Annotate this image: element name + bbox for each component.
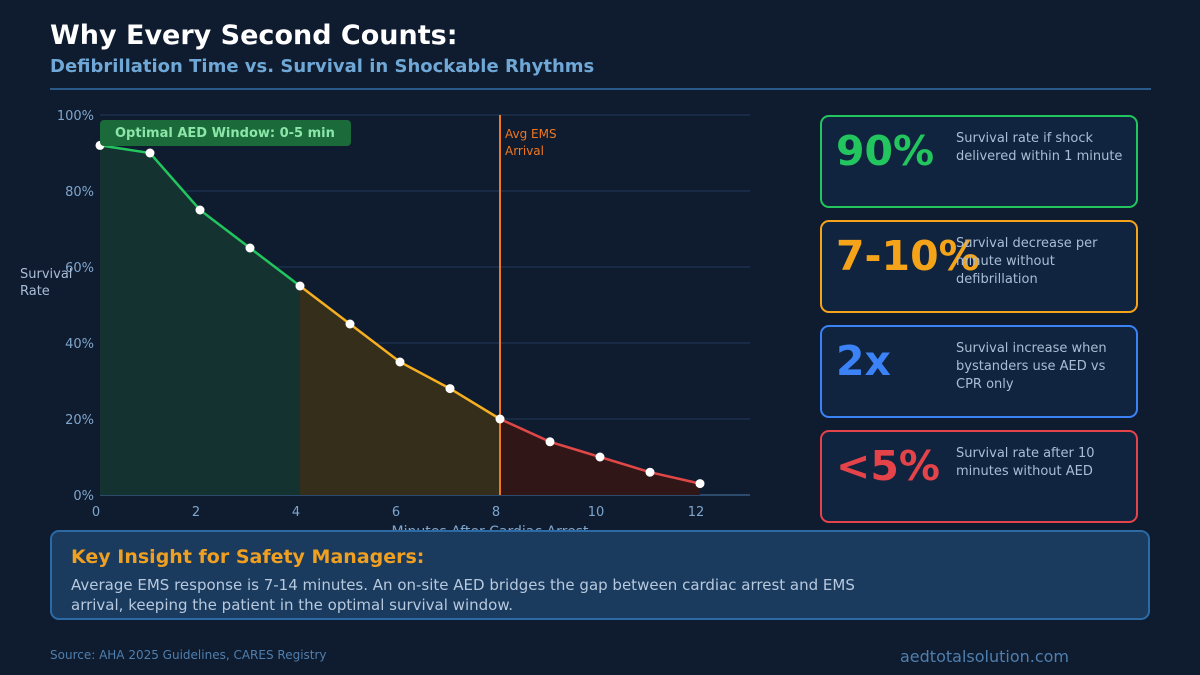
source-note: Source: AHA 2025 Guidelines, CARES Regis… (50, 648, 327, 662)
data-point (595, 452, 605, 462)
stat-value: 2x (836, 337, 891, 385)
y-tick-label: 80% (65, 185, 94, 200)
zone-fill (100, 145, 300, 495)
stat-desc: Survival rate if shock delivered within … (956, 131, 1123, 164)
y-tick-label: 40% (65, 337, 94, 352)
ems-label: Avg EMS (505, 127, 557, 141)
data-point (445, 384, 455, 394)
data-point (495, 414, 505, 424)
x-tick-label: 6 (392, 505, 400, 520)
y-tick-label: 100% (57, 109, 94, 124)
y-axis-label: Survival (20, 267, 72, 282)
stat-value: <5% (836, 442, 940, 490)
stat-desc: Survival rate after 10 minutes without A… (956, 446, 1095, 479)
data-point (345, 319, 355, 329)
x-tick-label: 2 (192, 505, 200, 520)
y-tick-label: 60% (65, 261, 94, 276)
data-point (695, 479, 705, 489)
insight-body: Average EMS response is 7-14 minutes. An… (71, 576, 855, 614)
stat-desc: Survival decrease per minute without def… (956, 236, 1098, 287)
y-tick-label: 0% (73, 489, 94, 504)
stat-card-bystander: 2x Survival increase when bystanders use… (820, 325, 1138, 418)
x-tick-label: 12 (688, 505, 705, 520)
key-insight-box: Key Insight for Safety Managers: Average… (50, 530, 1150, 620)
data-point (195, 205, 205, 215)
page-title: Why Every Second Counts: (50, 20, 458, 51)
data-point (245, 243, 255, 253)
x-tick-label: 8 (492, 505, 500, 520)
x-tick-label: 4 (292, 505, 300, 520)
insight-heading: Key Insight for Safety Managers: (71, 546, 425, 568)
divider (50, 88, 1151, 90)
stat-value: 7-10% (836, 232, 980, 280)
aed-window-label: Optimal AED Window: 0-5 min (115, 126, 335, 141)
page-subtitle: Defibrillation Time vs. Survival in Shoc… (50, 56, 595, 77)
ems-label: Arrival (505, 144, 544, 158)
y-tick-label: 20% (65, 413, 94, 428)
stat-card-1min: 90% Survival rate if shock delivered wit… (820, 115, 1138, 208)
data-point (395, 357, 405, 367)
stat-value: 90% (836, 127, 935, 175)
x-tick-label: 0 (92, 505, 100, 520)
data-point (295, 281, 305, 291)
zone-fill (300, 286, 500, 495)
stat-desc: Survival increase when bystanders use AE… (956, 341, 1107, 392)
data-point (145, 148, 155, 158)
x-tick-label: 10 (588, 505, 605, 520)
data-point (645, 467, 655, 477)
data-point (545, 437, 555, 447)
survival-chart: 0% 20% 40% 60% 80% 100% 0 2 4 6 8 10 12 Avg EMS Arriva… (20, 109, 750, 540)
aed-window-badge (100, 120, 351, 146)
website-link[interactable]: aedtotalsolution.com (900, 647, 1070, 666)
stat-card-10min: <5% Survival rate after 10 minutes witho… (820, 430, 1138, 523)
y-axis-label: Rate (20, 284, 50, 299)
stat-card-decrease: 7-10% Survival decrease per minute witho… (820, 220, 1138, 313)
